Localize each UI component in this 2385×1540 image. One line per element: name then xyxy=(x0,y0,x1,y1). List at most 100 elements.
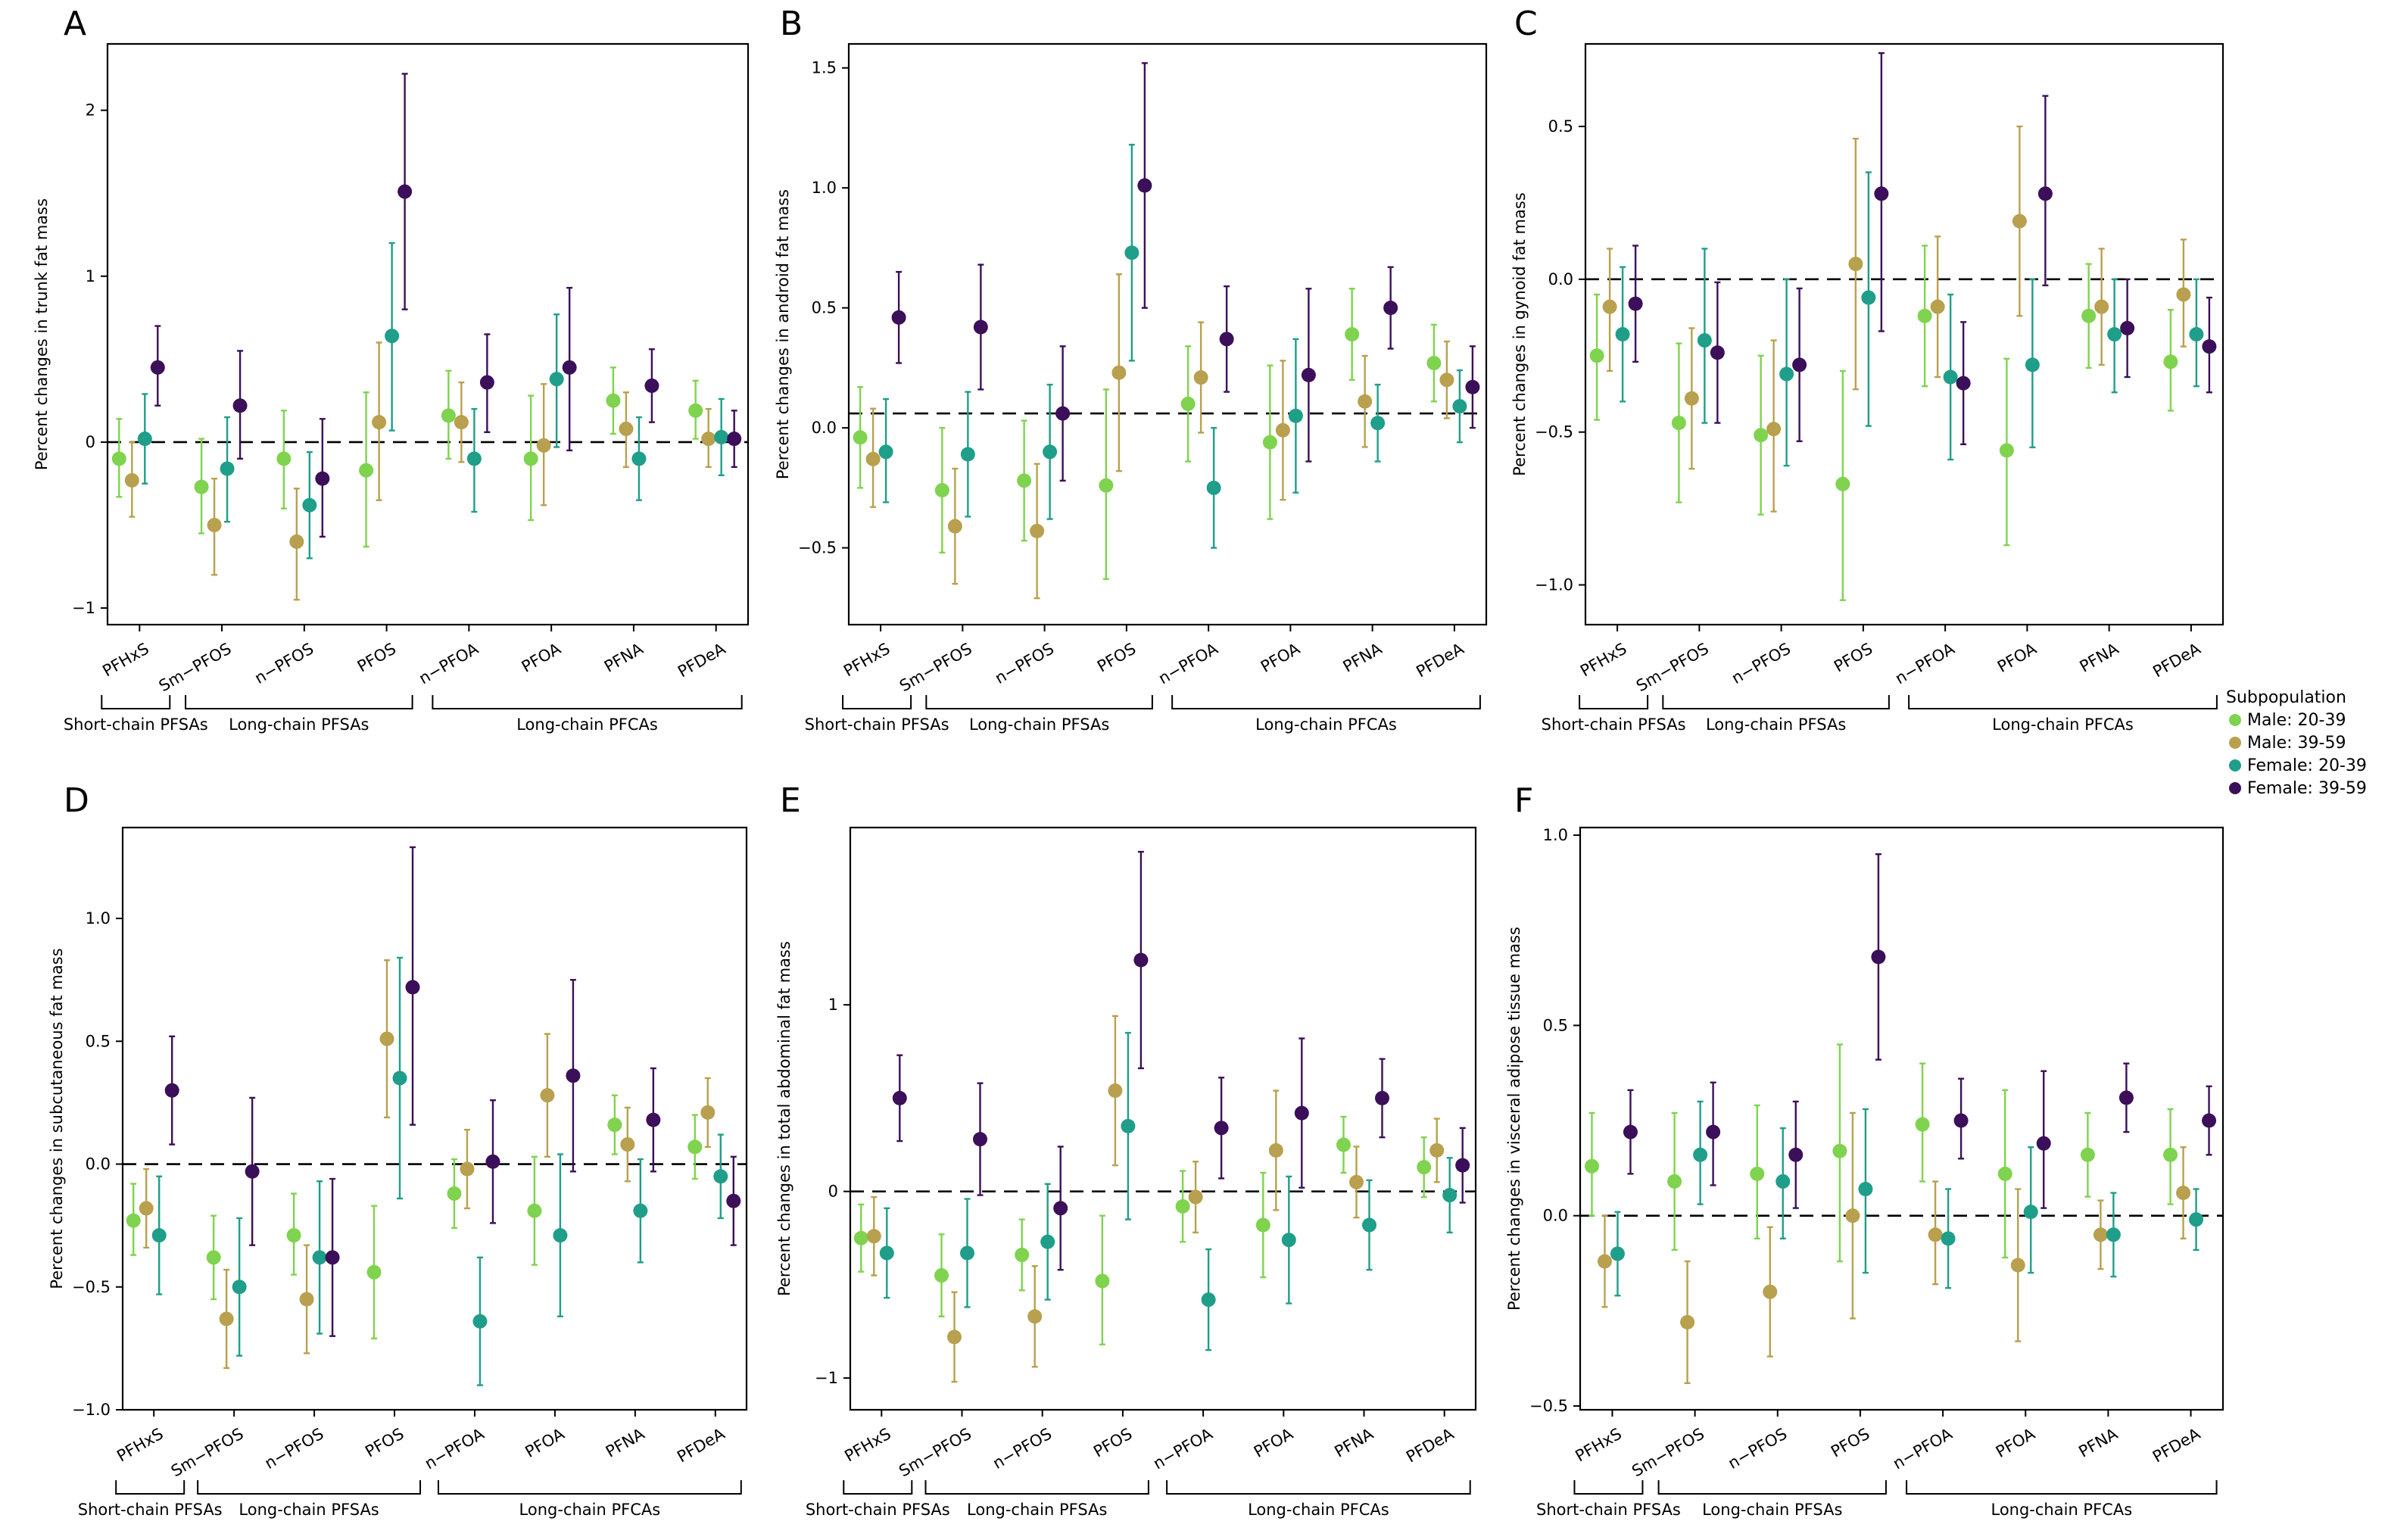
x-tick-label: n−PFOS xyxy=(1729,640,1794,688)
data-point xyxy=(1124,245,1140,260)
group-label: Long-chain PFSAs xyxy=(969,715,1109,734)
data-point xyxy=(619,421,634,436)
data-point xyxy=(366,1264,382,1280)
data-point xyxy=(1375,1090,1389,1105)
data-point xyxy=(124,472,139,488)
data-point xyxy=(1055,406,1071,421)
data-point xyxy=(891,310,906,325)
data-point xyxy=(1201,1292,1216,1308)
group-bracket xyxy=(1908,695,2218,709)
data-point xyxy=(1628,296,1643,311)
data-point xyxy=(713,1169,728,1184)
data-point xyxy=(947,519,962,534)
legend-label: Female: 39-59 xyxy=(2247,779,2367,798)
data-point xyxy=(1845,1208,1860,1224)
data-point xyxy=(2106,1227,2121,1242)
y-tick-label: −0.5 xyxy=(1535,423,1573,441)
data-point xyxy=(726,1193,741,1208)
plot-frame xyxy=(1579,826,2224,1411)
x-tick-label: PFOS xyxy=(1828,1425,1872,1461)
y-axis-label: Percent changes in android fat mass xyxy=(774,189,792,479)
data-point xyxy=(960,1245,974,1261)
y-tick-label: −1.0 xyxy=(72,1401,111,1419)
data-point xyxy=(1043,444,1058,460)
data-point xyxy=(633,1203,648,1218)
panel-letter: B xyxy=(780,5,803,43)
data-point xyxy=(232,1280,247,1295)
data-point xyxy=(1275,422,1290,438)
data-point xyxy=(1015,1247,1030,1262)
data-point xyxy=(2189,327,2204,341)
data-point xyxy=(2163,354,2178,369)
data-point xyxy=(2037,186,2053,201)
data-point xyxy=(1697,333,1712,348)
legend: Subpopulation Male: 20-39 Male: 39-59 Fema… xyxy=(2226,688,2367,798)
data-point xyxy=(1358,394,1373,409)
x-tick-label: Sm−PFOS xyxy=(168,1425,247,1481)
group-bracket xyxy=(842,695,912,709)
x-tick-label: PFDeA xyxy=(675,639,729,681)
data-point xyxy=(1848,257,1863,272)
data-point xyxy=(1610,1246,1625,1261)
data-point xyxy=(1680,1314,1695,1330)
y-tick-label: −0.5 xyxy=(798,539,837,557)
data-point xyxy=(1099,478,1114,493)
group-bracket xyxy=(101,695,171,709)
x-tick-label: n−PFOA xyxy=(1890,1424,1956,1473)
data-point xyxy=(1871,949,1886,965)
data-point xyxy=(286,1228,301,1243)
y-tick-label: 0.0 xyxy=(1543,1207,1568,1225)
data-point xyxy=(1095,1273,1110,1289)
group-bracket xyxy=(1166,1480,1471,1495)
y-tick-label: 1.5 xyxy=(812,59,837,77)
y-axis-label: Percent changes in visceral adipose tiss… xyxy=(1505,927,1523,1311)
y-tick-label: 0.5 xyxy=(1543,1016,1568,1034)
data-point xyxy=(1915,1117,1930,1132)
data-point xyxy=(2094,299,2109,314)
data-point xyxy=(1858,1181,1873,1196)
x-tick-label: PFHxS xyxy=(99,640,151,681)
data-point xyxy=(1597,1254,1612,1269)
group-bracket xyxy=(197,1480,422,1495)
data-point xyxy=(866,1229,881,1244)
data-point xyxy=(325,1250,340,1265)
data-point xyxy=(1861,290,1876,305)
data-point xyxy=(2036,1136,2051,1151)
y-tick-label: 1.0 xyxy=(812,179,837,197)
data-point xyxy=(1175,1199,1190,1214)
plot-frame xyxy=(849,826,1477,1411)
legend-marker xyxy=(2229,782,2241,794)
data-point xyxy=(1133,952,1149,968)
x-tick-label: PFHxS xyxy=(841,1425,893,1466)
data-point xyxy=(878,444,893,460)
group-label: Long-chain PFSAs xyxy=(967,1501,1107,1519)
x-tick-label: PFDeA xyxy=(674,1424,728,1466)
data-point xyxy=(302,497,317,513)
data-point xyxy=(973,320,988,335)
data-point xyxy=(1465,379,1480,394)
data-point xyxy=(1930,299,1945,314)
data-point xyxy=(1288,408,1303,423)
data-point xyxy=(607,1118,622,1133)
data-point xyxy=(2202,339,2217,354)
x-tick-label: PFNA xyxy=(1332,1424,1377,1461)
y-tick-label: 0.5 xyxy=(812,299,837,317)
data-point xyxy=(1589,348,1604,363)
data-point xyxy=(1763,1284,1778,1299)
data-point xyxy=(1027,1309,1043,1324)
data-point xyxy=(454,415,469,430)
panel-letter: A xyxy=(64,5,86,43)
data-point xyxy=(1684,391,1699,406)
data-point xyxy=(1121,1118,1136,1133)
y-tick-label: −0.5 xyxy=(1529,1397,1568,1415)
data-point xyxy=(1874,186,1889,201)
data-point xyxy=(1030,523,1045,538)
data-point xyxy=(701,432,716,447)
data-point xyxy=(207,518,222,533)
data-point xyxy=(1281,1233,1296,1248)
y-tick-label: 0.5 xyxy=(86,1032,111,1050)
data-point xyxy=(139,1201,154,1216)
x-tick-label: PFOS xyxy=(354,640,399,676)
x-tick-label: n−PFOA xyxy=(1150,1424,1216,1473)
y-tick-label: 0.5 xyxy=(1548,117,1573,136)
